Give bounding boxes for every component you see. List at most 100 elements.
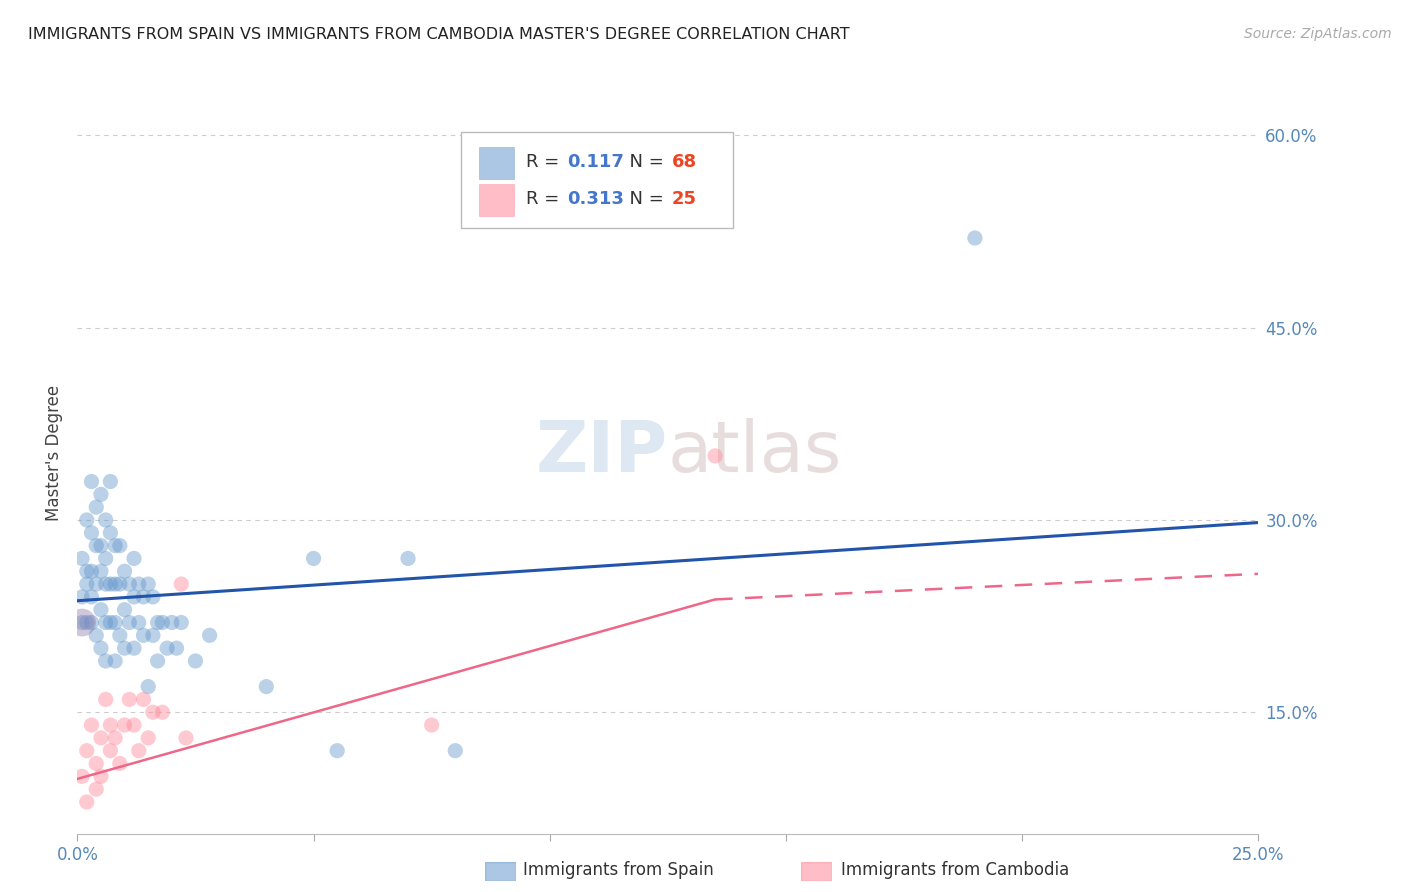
Point: [94, 654, 117, 668]
Point: [326, 744, 349, 758]
Point: [84, 500, 107, 515]
Text: Immigrants from Spain: Immigrants from Spain: [523, 861, 714, 879]
Point: [84, 782, 107, 797]
Point: [114, 718, 136, 732]
FancyBboxPatch shape: [479, 147, 515, 179]
Point: [100, 475, 122, 489]
Point: [118, 692, 141, 706]
Point: [94, 692, 117, 706]
Point: [84, 628, 107, 642]
Point: [132, 590, 155, 604]
FancyBboxPatch shape: [461, 132, 733, 227]
Point: [156, 641, 179, 656]
Point: [122, 590, 145, 604]
Text: atlas: atlas: [668, 418, 842, 487]
Point: [118, 577, 141, 591]
Point: [90, 731, 112, 745]
Point: [76, 795, 98, 809]
Point: [132, 628, 155, 642]
Point: [302, 551, 325, 566]
Text: Source: ZipAtlas.com: Source: ZipAtlas.com: [1244, 27, 1392, 41]
Point: [136, 577, 159, 591]
Point: [70, 615, 93, 630]
Point: [108, 539, 131, 553]
Point: [70, 551, 93, 566]
Point: [84, 756, 107, 771]
Point: [114, 641, 136, 656]
Point: [104, 615, 127, 630]
Point: [160, 615, 183, 630]
Text: N =: N =: [619, 190, 669, 209]
Point: [100, 744, 122, 758]
Point: [142, 590, 165, 604]
Point: [146, 654, 169, 668]
Point: [100, 718, 122, 732]
Point: [150, 705, 173, 719]
Point: [76, 513, 98, 527]
Point: [80, 475, 103, 489]
Point: [80, 718, 103, 732]
Point: [104, 577, 127, 591]
Point: [166, 641, 188, 656]
Point: [170, 615, 193, 630]
Point: [90, 769, 112, 783]
Point: [114, 564, 136, 578]
Point: [132, 692, 155, 706]
Point: [70, 769, 93, 783]
Point: [70, 615, 93, 630]
Point: [76, 577, 98, 591]
Point: [170, 577, 193, 591]
Point: [104, 731, 127, 745]
Point: [76, 744, 98, 758]
Point: [122, 641, 145, 656]
Point: [114, 603, 136, 617]
Point: [90, 641, 112, 656]
Point: [118, 615, 141, 630]
Point: [90, 487, 112, 501]
Point: [444, 744, 467, 758]
Point: [90, 564, 112, 578]
Point: [76, 615, 98, 630]
Point: [100, 615, 122, 630]
Point: [84, 577, 107, 591]
Text: 0.117: 0.117: [568, 153, 624, 171]
Point: [963, 231, 986, 245]
Point: [94, 513, 117, 527]
Text: 25: 25: [672, 190, 696, 209]
Text: R =: R =: [526, 153, 565, 171]
Point: [396, 551, 419, 566]
Point: [100, 525, 122, 540]
Point: [90, 603, 112, 617]
Text: IMMIGRANTS FROM SPAIN VS IMMIGRANTS FROM CAMBODIA MASTER'S DEGREE CORRELATION CH: IMMIGRANTS FROM SPAIN VS IMMIGRANTS FROM…: [28, 27, 849, 42]
Point: [128, 744, 150, 758]
Point: [94, 577, 117, 591]
Text: Immigrants from Cambodia: Immigrants from Cambodia: [841, 861, 1069, 879]
Text: 0.313: 0.313: [568, 190, 624, 209]
Text: R =: R =: [526, 190, 565, 209]
Point: [136, 680, 159, 694]
Point: [108, 577, 131, 591]
Point: [90, 539, 112, 553]
Point: [174, 731, 197, 745]
Point: [80, 525, 103, 540]
Point: [108, 756, 131, 771]
Point: [142, 628, 165, 642]
Text: N =: N =: [619, 153, 669, 171]
FancyBboxPatch shape: [479, 184, 515, 216]
Y-axis label: Master's Degree: Master's Degree: [45, 384, 63, 521]
Point: [80, 615, 103, 630]
Point: [70, 590, 93, 604]
Text: ZIP: ZIP: [536, 418, 668, 487]
Point: [184, 654, 207, 668]
Point: [146, 615, 169, 630]
Point: [100, 577, 122, 591]
Point: [122, 718, 145, 732]
Point: [108, 628, 131, 642]
Text: 68: 68: [672, 153, 696, 171]
Point: [76, 564, 98, 578]
Point: [150, 615, 173, 630]
Point: [84, 539, 107, 553]
Point: [128, 577, 150, 591]
Point: [104, 539, 127, 553]
Point: [80, 590, 103, 604]
